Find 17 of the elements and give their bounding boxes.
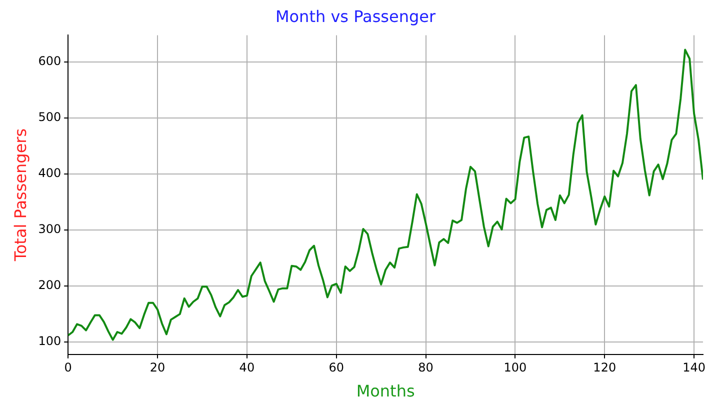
x-tick-label: 120 [593,360,616,375]
x-tick-label: 100 [504,360,527,375]
y-tick-label: 600 [38,54,62,68]
x-tick-label: 80 [418,360,434,375]
y-tick-label: 300 [38,222,62,236]
x-tick-label: 40 [239,360,255,375]
x-tick-label: 20 [150,360,166,375]
y-tick-label: 100 [38,334,62,348]
y-tick-label: 500 [38,110,62,124]
x-tick-label: 0 [64,360,72,375]
x-tick-label: 140 [682,360,706,375]
y-tick-label: 200 [38,278,62,292]
y-tick-label: 400 [38,166,62,180]
x-tick-label: 60 [328,360,344,375]
x-axis-title: Months [356,382,415,401]
y-axis-title: Total Passengers [10,128,30,262]
chart-title: Month vs Passenger [275,6,436,26]
